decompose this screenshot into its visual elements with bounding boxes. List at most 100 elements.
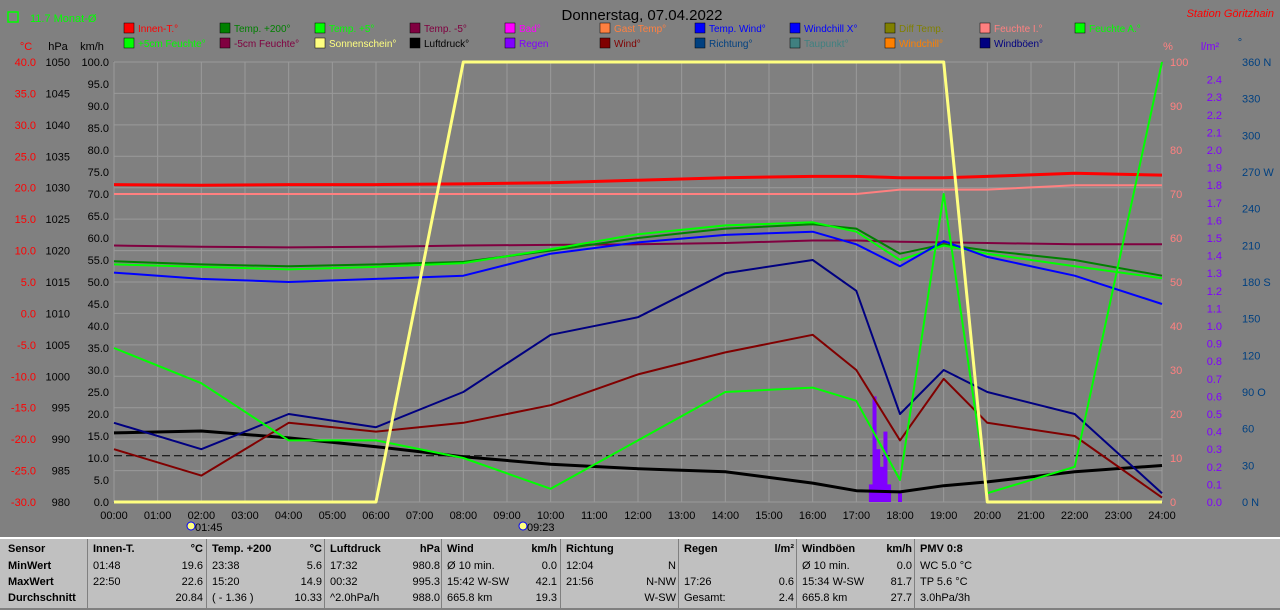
sunset-marker-label: 09:23 — [527, 522, 555, 534]
table-cell-label: 12:04 — [566, 560, 594, 572]
table-cell-value: 5.6 — [306, 560, 322, 572]
rain-bar — [898, 493, 902, 502]
hpa-tick-label: 1005 — [46, 340, 70, 352]
legend-swatch — [314, 37, 326, 49]
table-cell-value: 81.7 — [890, 576, 912, 588]
table-column-unit: l/m² — [774, 543, 794, 555]
table-cell-value: 0.0 — [896, 560, 912, 572]
legend-label: Temp. +200° — [234, 24, 291, 35]
rain-bar — [876, 449, 881, 502]
rain-tick-label: 1.5 — [1207, 233, 1222, 245]
table-cell-label: ( - 1.36 ) — [212, 592, 254, 604]
legend-label: Taupunkt° — [804, 39, 849, 50]
hpa-tick-label: 1015 — [46, 277, 70, 289]
rain-tick-label: 1.9 — [1207, 163, 1222, 175]
legend-label: Diff Temp. — [899, 24, 944, 35]
kmh-unit: km/h — [80, 41, 104, 53]
table-column-header: Richtung — [566, 543, 614, 555]
table-cell-label: 17:32 — [330, 560, 358, 572]
temp-unit: °C — [20, 41, 32, 53]
time-tick-label: 04:00 — [275, 510, 303, 522]
table-row-label: MinWert — [8, 560, 52, 572]
table-cell-label: 15:20 — [212, 576, 240, 588]
temp-tick-label: -15.0 — [11, 403, 36, 415]
table-column-separator — [324, 539, 325, 610]
table-cell-value: 27.7 — [890, 592, 912, 604]
legend-label: Luftdruck° — [424, 39, 469, 50]
dir-tick-label: 240 — [1242, 204, 1260, 216]
time-tick-label: 23:00 — [1105, 510, 1133, 522]
table-cell-label: WC 5.0 °C — [920, 560, 973, 572]
table-cell-label: 01:48 — [93, 560, 121, 572]
rain-tick-label: 0.4 — [1207, 427, 1222, 439]
table-cell-label: 00:32 — [330, 576, 358, 588]
legend-swatch — [123, 37, 135, 49]
series-line — [113, 223, 1163, 277]
table-cell-label: Ø 10 min. — [447, 560, 495, 572]
table-cell-value: 10.33 — [294, 592, 322, 604]
dir-tick-label: 300 — [1242, 130, 1260, 142]
hpa-tick-label: 1050 — [46, 57, 70, 69]
table-cell-value: 20.84 — [175, 592, 203, 604]
table-cell-value: 0.0 — [541, 560, 557, 572]
time-tick-label: 21:00 — [1017, 510, 1045, 522]
legend-label: Temp. Wind° — [709, 24, 766, 35]
time-tick-label: 02:00 — [188, 510, 216, 522]
legend-label: Wind° — [614, 39, 641, 50]
pct-tick-label: 70 — [1170, 189, 1182, 201]
legend-swatch — [884, 37, 896, 49]
time-tick-label: 17:00 — [843, 510, 871, 522]
kmh-tick-label: 70.0 — [88, 189, 109, 201]
kmh-tick-label: 65.0 — [88, 211, 109, 223]
table-cell-value: 980.8 — [412, 560, 440, 572]
series-line — [114, 60, 1162, 504]
table-column-separator — [441, 539, 442, 610]
table-cell-value: 19.6 — [181, 560, 203, 572]
table-column-header: Innen-T. — [93, 543, 135, 555]
temp-tick-label: -30.0 — [11, 497, 36, 509]
table-column-separator — [914, 539, 915, 610]
rain-tick-label: 0.2 — [1207, 462, 1222, 474]
legend-label: Innen-T.° — [138, 24, 178, 35]
table-cell-value: W-SW — [644, 592, 676, 604]
pct-tick-label: 60 — [1170, 233, 1182, 245]
table-cell-label: 21:56 — [566, 576, 594, 588]
kmh-tick-label: 45.0 — [88, 299, 109, 311]
time-tick-label: 13:00 — [668, 510, 696, 522]
table-column-separator — [560, 539, 561, 610]
temp-tick-label: -25.0 — [11, 466, 36, 478]
temp-tick-label: 30.0 — [15, 120, 36, 132]
legend-swatch — [694, 22, 706, 34]
table-cell-label: Ø 10 min. — [802, 560, 850, 572]
table-cell-label: ^2.0hPa/h — [330, 592, 380, 604]
legend-swatch — [314, 22, 326, 34]
hpa-tick-label: 980 — [52, 497, 70, 509]
pct-tick-label: 10 — [1170, 453, 1182, 465]
temp-tick-label: 0.0 — [21, 308, 36, 320]
rain-tick-label: 0.3 — [1207, 444, 1222, 456]
table-cell-label: 15:34 W-SW — [802, 576, 865, 588]
time-tick-label: 07:00 — [406, 510, 434, 522]
legend-swatch — [409, 22, 421, 34]
rain-tick-label: 1.6 — [1207, 215, 1222, 227]
legend-swatch — [504, 37, 516, 49]
temp-tick-label: 5.0 — [21, 277, 36, 289]
rain-tick-label: 1.7 — [1207, 198, 1222, 210]
legend: Innen-T.° Temp. +200° Temp. +5° Temp. -5° Ba… — [123, 22, 1141, 50]
table-cell-value: 988.0 — [412, 592, 440, 604]
time-tick-label: 10:00 — [537, 510, 565, 522]
table-cell-label: 665.8 km — [802, 592, 848, 604]
time-tick-label: 06:00 — [362, 510, 390, 522]
series-line — [113, 259, 1163, 494]
legend-swatch — [884, 22, 896, 34]
table-cell-label: 3.0hPa/3h — [920, 592, 971, 604]
pct-tick-label: 90 — [1170, 101, 1182, 113]
temp-tick-label: 15.0 — [15, 214, 36, 226]
kmh-tick-label: 85.0 — [88, 123, 109, 135]
monthly-average: 11.7 Monat-Ø — [30, 13, 97, 25]
table-column-unit: °C — [309, 543, 322, 555]
legend-label: Windchill° — [899, 39, 943, 50]
table-cell-label: Gesamt: — [684, 592, 726, 604]
